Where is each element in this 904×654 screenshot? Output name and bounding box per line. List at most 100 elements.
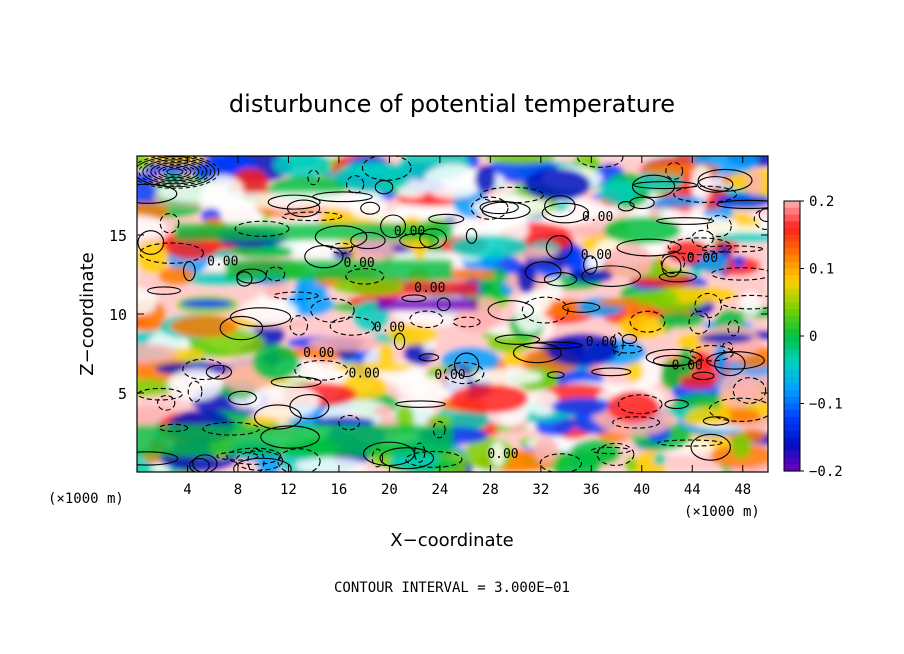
colorbar-segment: [784, 390, 800, 398]
contour-value-label: 0.00: [349, 366, 380, 381]
colorbar-segment: [784, 268, 800, 276]
colorbar-segment: [784, 349, 800, 357]
x-tick-label: 12: [280, 482, 297, 498]
contour-positive: [270, 376, 322, 388]
x-unit-left: (×1000 m): [48, 491, 124, 507]
contour-positive: [645, 348, 703, 367]
field-blob: [322, 203, 341, 227]
field-blob: [241, 298, 298, 325]
contour-positive: [758, 207, 768, 222]
contour-positive: [189, 457, 210, 472]
field-blob: [598, 179, 637, 205]
colorbar-segment: [784, 255, 800, 263]
contour-negative: [688, 310, 711, 335]
contour-negative: [694, 292, 723, 319]
colorbar-segment: [784, 423, 800, 432]
field-blob: [732, 255, 746, 268]
x-axis-label: X−coordinate: [390, 530, 513, 551]
contour-positive: [312, 191, 373, 203]
contour-positive: [697, 168, 753, 192]
field-blob: [746, 170, 763, 196]
contour-negative: [612, 416, 661, 429]
contour-negative: [265, 266, 286, 282]
field-blob: [551, 397, 615, 416]
contour-positive: [716, 199, 768, 210]
colorbar-segment: [784, 295, 800, 303]
field-blob: [679, 216, 739, 236]
contour-positive: [418, 353, 440, 362]
contour-negative: [281, 211, 343, 222]
contour-cluster: [138, 157, 212, 186]
contour-value-label: 0.00: [687, 251, 718, 266]
contour-positive: [714, 351, 746, 377]
contour-negative: [443, 361, 485, 385]
contour-negative: [414, 442, 426, 463]
contour-value-label: 0.00: [343, 256, 374, 271]
field-band: [376, 298, 478, 311]
contour-negative: [611, 332, 624, 356]
colorbar-segment: [784, 228, 800, 236]
field-blob: [249, 384, 320, 419]
field-band: [137, 424, 453, 457]
field-blob: [295, 457, 367, 472]
field-blob: [659, 286, 737, 304]
field-blob: [523, 168, 591, 201]
temperature-field: [137, 156, 768, 472]
contour-positive: [633, 180, 697, 190]
contour-negative: [226, 447, 282, 465]
x-tick-label: 44: [684, 482, 701, 498]
colorbar-segment: [784, 241, 800, 249]
x-tick-label: 8: [234, 482, 242, 498]
chart-title: disturbunce of potential temperature: [229, 90, 675, 118]
contour-negative: [660, 251, 686, 274]
field-blob: [137, 289, 158, 316]
colorbar-segment: [784, 214, 800, 222]
contour-negative: [156, 394, 176, 411]
contour-negative: [216, 451, 259, 461]
x-tick-label: 4: [183, 482, 191, 498]
colorbar-segment: [784, 261, 800, 270]
contour-negative: [139, 242, 205, 264]
colorbar-tick-label: 0: [809, 329, 817, 345]
contour-positive: [229, 307, 292, 327]
contour-negative: [629, 310, 666, 333]
colorbar-segment: [784, 234, 800, 243]
x-axis: 4 8 12 16 20 24 28 32 36 40 44 48: [183, 156, 751, 498]
contour-negative: [346, 175, 365, 194]
contour-negative: [721, 341, 734, 354]
field-blob: [533, 437, 559, 464]
colorbar-segment: [784, 315, 800, 324]
contour-positive: [137, 183, 178, 204]
contour-negative: [706, 214, 732, 238]
contour-positive: [706, 351, 765, 370]
contour-positive: [544, 195, 576, 218]
field-blob: [569, 268, 614, 283]
colorbar-segment: [784, 430, 800, 438]
contour-negative: [719, 294, 768, 310]
contour-negative: [596, 442, 635, 466]
colorbar-segment: [784, 457, 800, 465]
contour-positive: [236, 271, 253, 287]
field-blob: [624, 456, 638, 472]
contour-negative: [665, 162, 684, 180]
contour-negative: [480, 186, 544, 204]
field-blob: [740, 293, 762, 317]
contour-positive: [253, 404, 302, 430]
field-blob: [503, 352, 525, 367]
contour-positive: [219, 315, 264, 341]
field-blob: [342, 165, 416, 177]
contour-negative: [727, 319, 740, 337]
contour-positive: [314, 225, 368, 249]
contour-negative: [361, 156, 412, 181]
contour-positive: [147, 286, 182, 295]
contour-negative: [235, 450, 284, 471]
contour-cluster: [150, 162, 200, 182]
contour-positive: [192, 454, 218, 472]
field-blob: [491, 441, 505, 467]
contour-negative: [577, 156, 624, 168]
field-blob: [373, 405, 395, 417]
field-blob: [332, 362, 413, 373]
colorbar-tick-label: 0.2: [809, 194, 834, 210]
field-blob: [252, 344, 300, 381]
contour-value-label: 0.00: [414, 281, 445, 296]
